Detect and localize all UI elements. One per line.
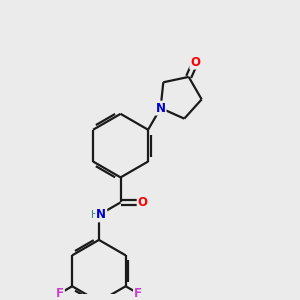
Text: N: N bbox=[156, 102, 166, 115]
Text: H: H bbox=[91, 210, 98, 220]
Text: F: F bbox=[56, 287, 64, 300]
Text: N: N bbox=[96, 208, 106, 221]
Text: F: F bbox=[134, 287, 142, 300]
Text: O: O bbox=[190, 56, 200, 69]
Text: O: O bbox=[138, 196, 148, 209]
